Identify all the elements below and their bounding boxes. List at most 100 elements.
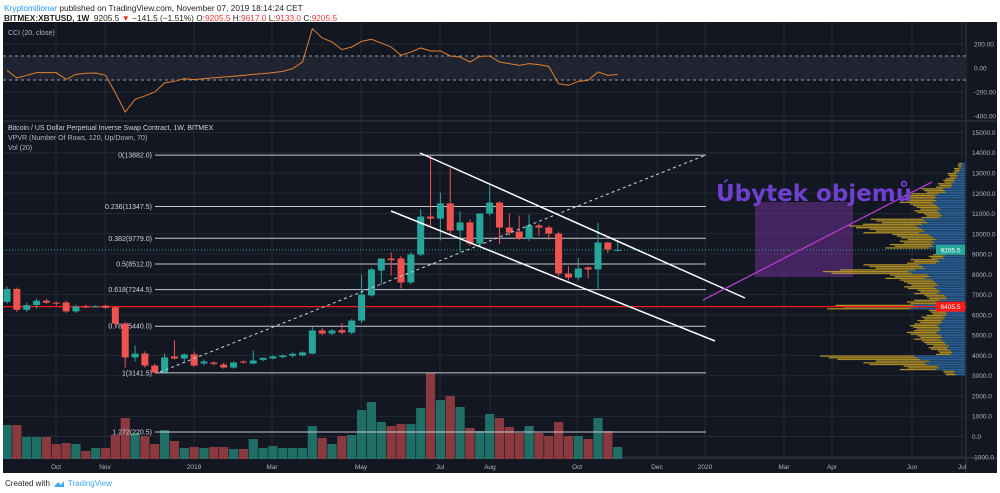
volume-profile-row-down (933, 345, 950, 347)
volume-profile-row-down (930, 311, 947, 313)
time-tick-label: Aug (484, 464, 496, 471)
volume-bar (485, 414, 495, 459)
volume-profile-row-down (875, 230, 925, 232)
purple-trend-line (702, 181, 933, 301)
volume-profile-row-up (950, 353, 965, 356)
volume-profile-row-down (903, 281, 935, 283)
author-link[interactable]: Kryptomilionar (4, 3, 58, 13)
candle (614, 241, 622, 252)
volume-bar (613, 447, 623, 459)
candle-body (239, 361, 247, 363)
candle (151, 363, 159, 374)
candle (42, 298, 50, 304)
volume-profile-row-up (961, 162, 965, 165)
volume-bar (199, 448, 209, 459)
volume-bar (524, 426, 534, 459)
volume-profile-row-up (943, 340, 965, 342)
volume-profile-row-up (946, 311, 965, 313)
price-axis-label: 9000.0 (972, 252, 992, 259)
fib-level-label: 0.5(8512.0) (116, 261, 152, 268)
open-value: 9205.5 (205, 13, 231, 23)
candle-body (555, 233, 563, 274)
price-axis-label: 2000.0 (972, 393, 992, 400)
volume-profile-row-down (910, 333, 938, 335)
volume-profile-row-up (944, 294, 965, 296)
volume-profile-row-up (945, 343, 965, 345)
candle (535, 223, 543, 236)
volume-profile-row-down (855, 227, 920, 229)
volume-profile-row-down (899, 279, 933, 281)
volume-profile-row-up (922, 265, 965, 268)
volume-profile-row-down (943, 370, 955, 372)
volume-profile-row-up (945, 314, 965, 317)
candle (23, 302, 31, 312)
volume-profile-row-down (954, 167, 960, 170)
volume-profile-row-up (942, 321, 965, 323)
volume-profile-row-up (952, 352, 965, 354)
volume-profile-row-up (935, 368, 965, 371)
volume-profile-row-down (917, 319, 942, 322)
volume-legend: Vol (20) (8, 145, 32, 152)
volume-profile-row-up (936, 282, 965, 285)
volume-profile-row-up (938, 284, 965, 286)
candle-body (535, 225, 543, 228)
candle (269, 355, 277, 360)
volume-profile-row-up (950, 186, 965, 188)
volume-profile-row-down (924, 341, 945, 344)
candle (456, 211, 464, 253)
volume-profile-row-down (820, 355, 915, 357)
volume-bar (425, 373, 436, 459)
candle-body (13, 288, 21, 310)
volume-profile-row-up (956, 172, 965, 175)
volume-profile-row-down (928, 346, 947, 349)
candle (328, 329, 336, 336)
volume-profile-row-up (939, 338, 965, 340)
volume-profile-row-up (922, 218, 965, 220)
volume-bar (544, 436, 554, 459)
volume-profile-row-down (907, 367, 940, 369)
volume-profile-row-down (863, 264, 920, 266)
volume-profile-row-down (909, 203, 935, 205)
volume-profile-row-down (958, 166, 962, 168)
volume-bar (593, 418, 603, 459)
candle (279, 354, 287, 359)
tradingview-link[interactable]: TradingView (67, 479, 112, 488)
candle (476, 213, 484, 246)
volume-profile-row-up (934, 194, 965, 197)
volume-bar (406, 424, 416, 459)
volume-profile-row-up (957, 176, 965, 178)
volume-bar (179, 448, 189, 459)
volume-profile-row-down (945, 178, 956, 180)
volume-profile-row-down (926, 296, 946, 298)
volume-profile-row-down (943, 179, 955, 182)
candle (466, 219, 474, 246)
volume-profile-row-down (916, 206, 939, 209)
volume-profile-row-up (934, 242, 965, 244)
volume-profile-row-down (921, 188, 944, 190)
candle-body (141, 353, 149, 366)
high-label: H: (232, 13, 242, 23)
candle (427, 155, 435, 226)
volume-profile-row-up (916, 225, 965, 227)
volume-profile-row-up (937, 259, 965, 261)
volume-profile-row-up (949, 345, 965, 347)
volume-profile-row-up (938, 216, 965, 219)
candle (210, 361, 218, 366)
volume-profile-row-up (922, 223, 965, 225)
candle (121, 321, 129, 368)
volume-profile-row-up (939, 323, 965, 325)
price-chart[interactable]: Oct Nov 2019 Mar May Jul Aug Oct Dec 2020 Mar Apr Ju… (3, 22, 997, 473)
volume-profile-row-up (942, 336, 965, 339)
volume-profile-row-up (937, 325, 965, 327)
volume-bar (278, 448, 288, 459)
volume-profile-row-down (839, 269, 915, 271)
candle-body (210, 362, 218, 364)
volume-profile-row-down (869, 265, 923, 268)
volume-profile-row-up (954, 372, 965, 374)
volume-bar (160, 430, 170, 459)
volume-profile-row-up (938, 193, 965, 195)
volume-profile-row-up (933, 237, 965, 239)
volume-profile-row-up (944, 341, 965, 344)
volume-profile-row-down (869, 228, 923, 231)
volume-profile-row-down (907, 238, 937, 241)
